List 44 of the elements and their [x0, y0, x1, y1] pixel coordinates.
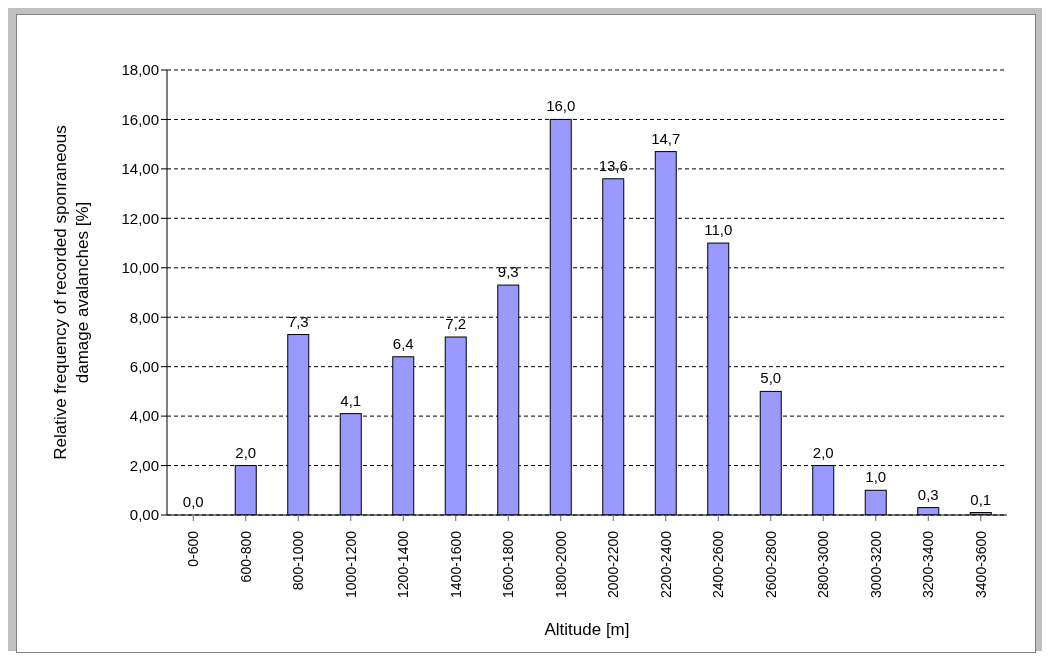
x-tick-label: 1400-1600: [447, 530, 464, 598]
x-tick-label: 2800-3000: [815, 530, 832, 598]
y-tick-label: 4,00: [129, 407, 159, 425]
x-tick-label: 3200-3400: [920, 530, 937, 598]
x-tick-label: 1200-1400: [395, 530, 412, 598]
data-label: 11,0: [704, 221, 733, 239]
x-tick-label: 2200-2400: [657, 530, 674, 598]
data-label: 14,7: [651, 129, 681, 147]
data-label: 13,6: [598, 156, 628, 174]
y-tick-label: 12,00: [121, 209, 159, 227]
y-tick-label: 14,00: [121, 160, 159, 178]
x-tick-label: 600-800: [237, 530, 254, 583]
data-label: 0,1: [970, 490, 992, 508]
y-axis-title: Relative frequency of recorded sponraneous damage avalanches [%]: [51, 125, 92, 460]
x-tick-label: 3000-3200: [867, 530, 884, 598]
y-tick-label: 6,00: [129, 357, 159, 375]
data-label: 7,3: [287, 312, 309, 330]
data-label: 0,0: [182, 493, 204, 510]
data-label: 7,2: [445, 315, 467, 332]
data-label: 16,0: [546, 97, 576, 115]
x-axis-title: Altitude [m]: [544, 620, 630, 639]
x-tick-label: 2000-2200: [605, 530, 622, 598]
x-tick-label: 800-1000: [290, 530, 307, 591]
data-label: 5,0: [760, 369, 782, 387]
x-tick-label: 1000-1200: [342, 530, 359, 598]
y-tick-label: 16,00: [121, 110, 159, 128]
x-tick-label: 2400-2600: [710, 530, 727, 598]
x-tick-label: 2600-2800: [762, 530, 779, 598]
data-label: 1,0: [865, 468, 887, 486]
y-tick-label: 2,00: [129, 456, 159, 474]
x-tick-label: 0-600: [185, 530, 202, 567]
x-tick-label: 1800-2000: [552, 530, 569, 598]
y-tick-label: 10,00: [121, 259, 159, 277]
x-tick-label: 1600-1800: [500, 530, 517, 598]
data-label: 4,1: [340, 391, 362, 409]
y-tick-label: 8,00: [129, 308, 159, 326]
y-tick-label: 18,00: [121, 61, 159, 79]
data-label: 2,0: [812, 443, 834, 461]
y-tick-label: 0,00: [129, 506, 159, 524]
data-label: 2,0: [235, 443, 257, 461]
data-label: 6,4: [392, 334, 414, 352]
x-tick-label: 3400-3600: [972, 530, 989, 598]
data-label: 9,3: [497, 263, 519, 281]
data-label: 0,3: [917, 485, 939, 503]
